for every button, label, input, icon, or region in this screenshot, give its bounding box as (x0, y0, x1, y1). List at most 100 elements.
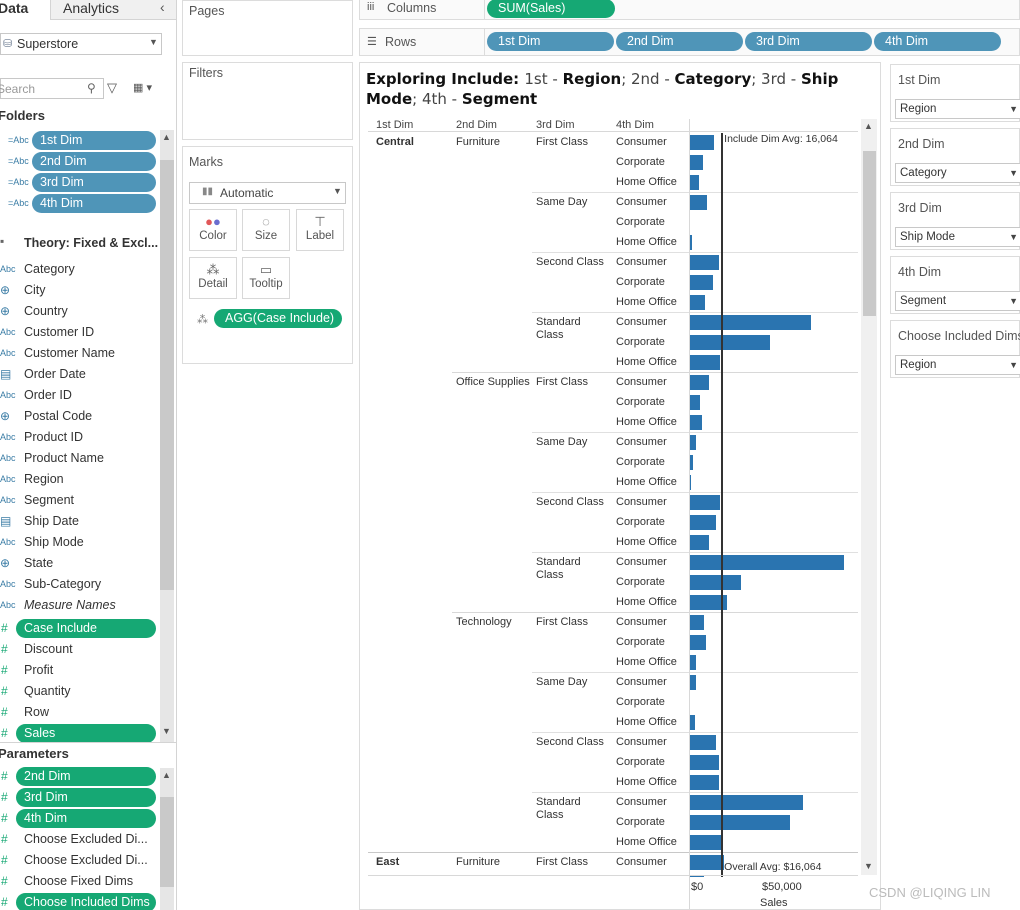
sales-bar[interactable] (690, 595, 728, 610)
field-dimension[interactable]: ⊕ City (0, 280, 160, 301)
parameter-dropdown[interactable]: Region ▼ (895, 355, 1020, 375)
scroll-up-icon[interactable]: ▲ (864, 121, 873, 131)
field-dimension[interactable]: Abc Sub-Category (0, 574, 160, 595)
sales-bar[interactable] (690, 175, 700, 190)
rows-pill[interactable]: 1st Dim (487, 32, 614, 51)
sales-bar[interactable] (690, 135, 715, 150)
dim4-label[interactable]: Corporate (616, 576, 665, 588)
field-dimension[interactable]: ▤ Ship Date (0, 511, 160, 532)
rows-pill[interactable]: 4th Dim (874, 32, 1001, 51)
tab-analytics[interactable]: Analytics (63, 0, 120, 16)
sales-bar[interactable] (690, 675, 697, 690)
dim3-label[interactable]: First Class (536, 856, 588, 868)
filter-icon[interactable]: ▽ (107, 80, 117, 95)
param-scrollbar-thumb[interactable] (160, 797, 174, 887)
sales-bar[interactable] (690, 755, 719, 770)
folder-pill[interactable]: 1st Dim (32, 131, 156, 150)
dim4-label[interactable]: Home Office (616, 536, 677, 548)
detail-button[interactable]: ⁂ Detail (189, 257, 237, 299)
dim4-label[interactable]: Consumer (616, 556, 667, 568)
sales-bar[interactable] (690, 635, 707, 650)
scroll-up-icon[interactable]: ▲ (162, 770, 171, 780)
dim4-label[interactable]: Consumer (616, 796, 667, 808)
parameter-dropdown[interactable]: Region ▼ (895, 99, 1020, 119)
dim4-label[interactable]: Home Office (616, 776, 677, 788)
dim3-label[interactable]: Same Day (536, 676, 588, 688)
label-button[interactable]: ⊤ Label (296, 209, 344, 251)
dim4-label[interactable]: Consumer (616, 496, 667, 508)
dim4-label[interactable]: Consumer (616, 316, 667, 328)
field-dimension[interactable]: ⊕ Country (0, 301, 160, 322)
dim4-label[interactable]: Home Office (616, 476, 677, 488)
sales-bar[interactable] (690, 515, 717, 530)
sales-bar[interactable] (690, 195, 707, 210)
dim3-label[interactable]: First Class (536, 616, 588, 628)
dim4-label[interactable]: Consumer (616, 436, 667, 448)
filters-card[interactable]: Filters (182, 62, 353, 140)
sales-bar[interactable] (690, 475, 692, 490)
dim4-label[interactable]: Home Office (616, 656, 677, 668)
dim4-label[interactable]: Corporate (616, 156, 665, 168)
dim4-label[interactable]: Corporate (616, 396, 665, 408)
dim4-label[interactable]: Corporate (616, 876, 665, 877)
dim1-label[interactable]: Central (376, 136, 414, 148)
dim2-label[interactable]: Technology (456, 616, 512, 628)
datasource-select[interactable]: ⛁ Superstore ▼ (0, 33, 162, 55)
sales-bar[interactable] (690, 495, 720, 510)
folder-pill[interactable]: 4th Dim (32, 194, 156, 213)
chart-body[interactable]: Central Furniture First Class Consumer Corpo… (360, 133, 860, 877)
tooltip-button[interactable]: ▭ Tooltip (242, 257, 290, 299)
parameter-field[interactable]: Choose Excluded Di... (0, 829, 160, 850)
sales-bar[interactable] (690, 875, 704, 877)
dim4-label[interactable]: Consumer (616, 136, 667, 148)
field-dimension[interactable]: Abc Ship Mode (0, 532, 160, 553)
field-dimension[interactable]: Abc Customer Name (0, 343, 160, 364)
field-measure[interactable]: Discount (0, 639, 160, 660)
size-button[interactable]: ◌ Size (242, 209, 290, 251)
field-dimension[interactable]: Abc Segment (0, 490, 160, 511)
sales-bar[interactable] (690, 255, 719, 270)
dim4-label[interactable]: Corporate (616, 276, 665, 288)
dim4-label[interactable]: Home Office (616, 836, 677, 848)
dim4-label[interactable]: Corporate (616, 816, 665, 828)
sales-bar[interactable] (690, 315, 812, 330)
sales-bar[interactable] (690, 295, 705, 310)
rows-shelf[interactable]: ☰ Rows 1st Dim 2nd Dim 3rd Dim 4th Dim (359, 28, 1020, 56)
parameter-pill[interactable]: 4th Dim (16, 809, 156, 828)
sales-bar[interactable] (690, 855, 724, 870)
parameter-field[interactable]: Choose Excluded Di... (0, 850, 160, 871)
dim3-label[interactable]: Second Class (536, 496, 604, 508)
sales-bar[interactable] (690, 275, 714, 290)
dim4-label[interactable]: Consumer (616, 736, 667, 748)
scroll-down-icon[interactable]: ▼ (162, 726, 171, 736)
sales-bar[interactable] (690, 555, 845, 570)
sales-bar[interactable] (690, 655, 697, 670)
dim2-label[interactable]: Furniture (456, 856, 501, 868)
parameter-dropdown[interactable]: Ship Mode ▼ (895, 227, 1020, 247)
sales-bar[interactable] (690, 435, 697, 450)
sales-bar[interactable] (690, 395, 700, 410)
sales-bar[interactable] (690, 575, 742, 590)
parameter-field[interactable]: Choose Fixed Dims (0, 871, 160, 892)
dim4-label[interactable]: Corporate (616, 756, 665, 768)
dim4-label[interactable]: Home Office (616, 296, 677, 308)
field-dimension[interactable]: Abc Order ID (0, 385, 160, 406)
dim4-label[interactable]: Home Office (616, 356, 677, 368)
rows-pill[interactable]: 3rd Dim (745, 32, 872, 51)
pages-card[interactable]: Pages (182, 0, 353, 56)
sales-bar[interactable] (690, 455, 693, 470)
folder-pill[interactable]: 2nd Dim (32, 152, 156, 171)
dim1-label[interactable]: East (376, 856, 400, 868)
scroll-down-icon[interactable]: ▼ (864, 861, 873, 871)
sales-bar[interactable] (690, 355, 721, 370)
dim2-label[interactable]: Furniture (456, 136, 501, 148)
rows-pill[interactable]: 2nd Dim (616, 32, 743, 51)
dim3-label[interactable]: Standard Class (536, 316, 581, 341)
color-button[interactable]: ●● Color (189, 209, 237, 251)
dim4-label[interactable]: Corporate (616, 696, 665, 708)
sales-bar[interactable] (690, 715, 696, 730)
folder-pill[interactable]: 3rd Dim (32, 173, 156, 192)
sales-bar[interactable] (690, 335, 770, 350)
dim4-label[interactable]: Home Office (616, 716, 677, 728)
sales-bar[interactable] (690, 155, 703, 170)
